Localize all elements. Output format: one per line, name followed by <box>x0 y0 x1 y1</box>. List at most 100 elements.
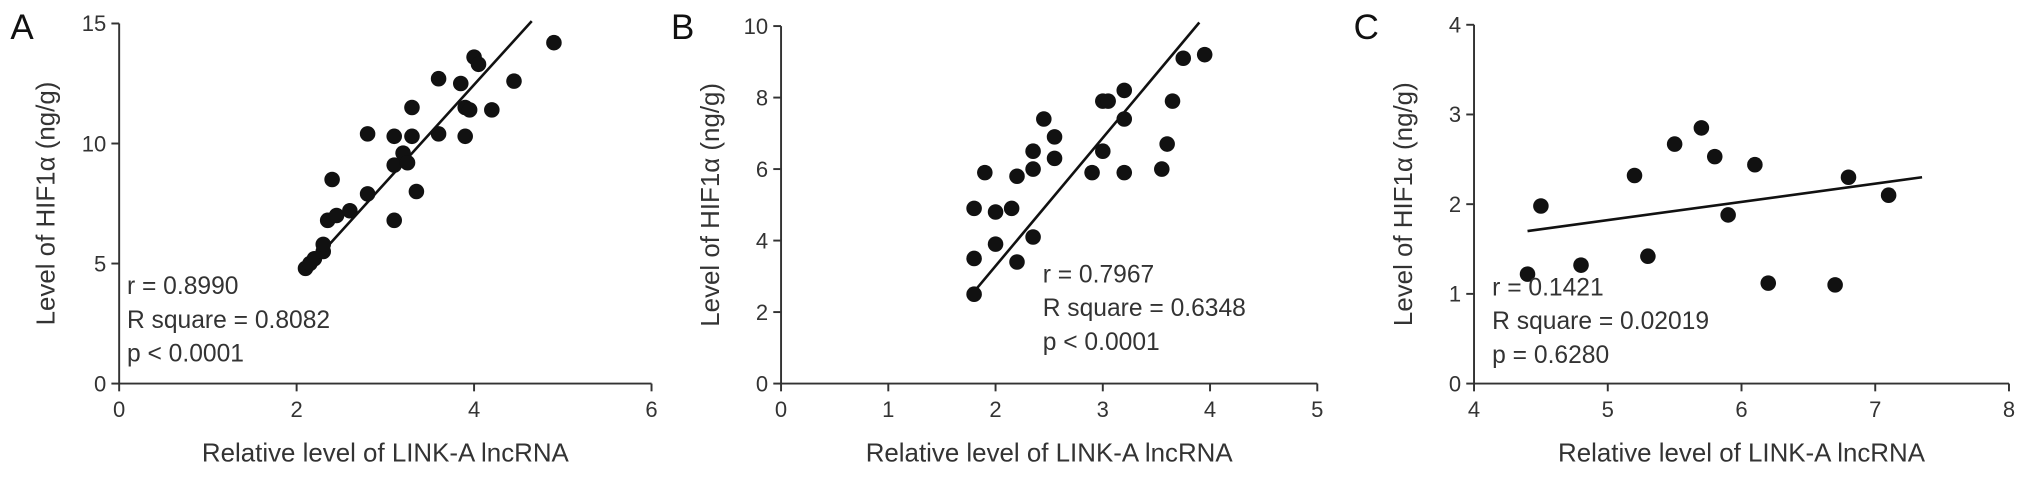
point <box>404 99 420 116</box>
panel-label: B <box>671 8 694 47</box>
fit-line <box>1527 175 1923 233</box>
point <box>386 212 402 229</box>
point <box>452 75 469 92</box>
y-tick-label: 15 <box>82 11 106 36</box>
x-tick-label: 6 <box>645 397 657 422</box>
point <box>1025 229 1041 245</box>
point <box>1626 167 1643 184</box>
y-tick-label: 4 <box>756 228 768 253</box>
point <box>461 102 478 118</box>
point <box>1840 169 1857 186</box>
point <box>1880 187 1897 203</box>
point <box>987 204 1004 220</box>
point <box>1706 148 1723 165</box>
x-tick-label: 1 <box>882 397 894 422</box>
point <box>315 236 332 253</box>
point <box>1116 164 1133 181</box>
y-tick-label: 2 <box>756 300 768 325</box>
x-axis-label: Relative level of LINK-A lncRNA <box>202 439 570 467</box>
y-tick-label: 10 <box>82 131 106 156</box>
x-axis-label: Relative level of LINK-A lncRNA <box>866 439 1234 467</box>
point <box>1159 136 1175 152</box>
point <box>1827 277 1843 293</box>
annotation: r = 0.1421 <box>1492 274 1604 301</box>
y-tick-label: 4 <box>1449 13 1461 38</box>
point <box>457 128 473 145</box>
x-tick-label: 6 <box>1735 397 1747 422</box>
y-tick-label: 3 <box>1449 102 1461 127</box>
point <box>966 286 982 302</box>
y-tick-label: 0 <box>756 371 768 396</box>
point <box>1747 156 1763 173</box>
point <box>1116 111 1133 127</box>
y-axis-label: Level of HIF1α (ng/g) <box>697 83 725 327</box>
point <box>1175 50 1192 67</box>
point <box>966 200 982 217</box>
point <box>1046 129 1063 145</box>
point <box>1009 168 1025 184</box>
point <box>1693 120 1710 136</box>
point <box>1573 257 1589 273</box>
y-tick-label: 8 <box>756 85 768 110</box>
point <box>328 207 345 224</box>
point <box>546 34 562 51</box>
point <box>987 236 1004 252</box>
point <box>1760 275 1777 291</box>
point <box>408 183 425 200</box>
point <box>1025 161 1041 177</box>
x-tick-label: 2 <box>989 397 1001 422</box>
point <box>430 70 447 87</box>
point <box>359 126 376 142</box>
point <box>404 128 420 145</box>
point <box>470 56 487 73</box>
point <box>1154 161 1170 177</box>
x-tick-label: 0 <box>113 397 125 422</box>
point <box>966 250 982 267</box>
panel: C 0 1 2 3 4 4 5 6 7 8 Relative level of LINK-A lncR… <box>1354 8 2016 467</box>
point <box>430 126 447 142</box>
point <box>324 171 340 188</box>
point <box>1164 93 1181 109</box>
point <box>399 154 416 171</box>
panel-label: A <box>10 8 34 47</box>
point <box>1084 164 1100 181</box>
y-tick-label: 6 <box>756 157 768 182</box>
point <box>1666 136 1683 152</box>
y-tick-label: 0 <box>1449 371 1461 396</box>
x-tick-label: 8 <box>2003 397 2015 422</box>
x-axis-label: Relative level of LINK-A lncRNA <box>1558 439 1926 467</box>
x-tick-label: 4 <box>1468 397 1480 422</box>
annotation: p < 0.0001 <box>127 341 244 368</box>
x-tick-label: 5 <box>1311 397 1323 422</box>
point <box>1036 111 1052 127</box>
annotation: R square = 0.8082 <box>127 307 330 334</box>
point <box>1116 82 1133 99</box>
point <box>1533 198 1549 214</box>
annotation: r = 0.8990 <box>127 273 239 300</box>
fit-line <box>304 20 533 272</box>
y-tick-label: 1 <box>1449 282 1461 307</box>
panel-label: C <box>1354 8 1379 47</box>
point <box>359 186 376 202</box>
y-tick-label: 10 <box>744 14 768 39</box>
point <box>386 157 402 173</box>
x-tick-label: 4 <box>468 397 480 422</box>
panel: A 0 5 10 15 0 2 4 6 Relative level of LINK-A lncR… <box>10 8 657 467</box>
x-tick-label: 5 <box>1602 397 1614 422</box>
x-tick-label: 7 <box>1869 397 1881 422</box>
panel: B 0 2 4 6 8 10 0 1 2 3 4 5 Relative level of LINK-A l… <box>671 8 1323 467</box>
annotation: r = 0.7967 <box>1043 262 1155 289</box>
point <box>1100 93 1116 109</box>
x-tick-label: 4 <box>1204 397 1216 422</box>
point <box>386 128 402 145</box>
point <box>1025 143 1041 159</box>
point <box>1003 200 1020 217</box>
y-tick-label: 5 <box>94 251 106 276</box>
annotation: R square = 0.02019 <box>1492 308 1709 335</box>
point <box>1009 254 1025 270</box>
point <box>484 102 500 118</box>
y-tick-label: 2 <box>1449 192 1461 217</box>
point <box>1640 248 1656 264</box>
y-axis-label: Level of HIF1α (ng/g) <box>32 82 60 326</box>
